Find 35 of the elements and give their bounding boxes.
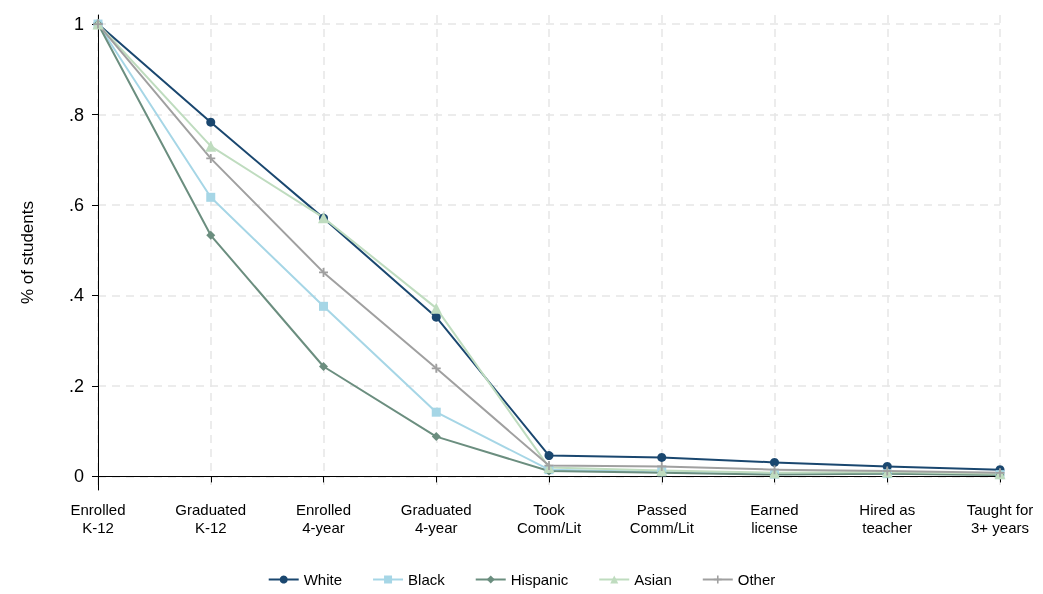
y-tick-label: .6 (68, 195, 84, 215)
legend-label: Hispanic (510, 571, 569, 588)
point (206, 117, 216, 127)
y-tick-label: .2 (68, 375, 84, 396)
x-tick-label: Enrolled 4-year (295, 500, 352, 536)
x-tick-label: Took Comm/Lit (516, 500, 582, 536)
x-tick-label: Earned license (750, 500, 799, 536)
point (319, 301, 328, 311)
x-tick-label: Graduated K-12 (175, 500, 247, 536)
point (319, 362, 328, 371)
point (544, 451, 554, 461)
x-tick-label: Enrolled K-12 (70, 500, 126, 536)
y-tick-label: .8 (68, 104, 84, 125)
point (657, 452, 667, 462)
x-tick-label: Graduated 4-year (400, 500, 472, 536)
x-tick-label: Passed Comm/Lit (629, 500, 695, 536)
point (206, 192, 216, 202)
point (430, 302, 442, 314)
point (431, 363, 441, 373)
point (431, 407, 441, 417)
legend-label: Other (737, 571, 776, 588)
legend-label: White (303, 571, 343, 588)
y-axis-title: % of students (18, 200, 37, 305)
point (431, 312, 441, 322)
y-tick-label: .4 (68, 285, 84, 306)
legend-label: Black (408, 571, 446, 588)
x-tick-label: Taught for 3+ years (966, 500, 1034, 536)
point (206, 230, 216, 240)
y-tick-label: 0 (73, 466, 84, 487)
point (205, 140, 217, 152)
legend-label: Asian (634, 571, 672, 588)
x-tick-label: Hired as teacher (859, 500, 916, 536)
point (431, 432, 441, 442)
y-tick-label: 1 (73, 14, 84, 35)
point (770, 457, 779, 467)
